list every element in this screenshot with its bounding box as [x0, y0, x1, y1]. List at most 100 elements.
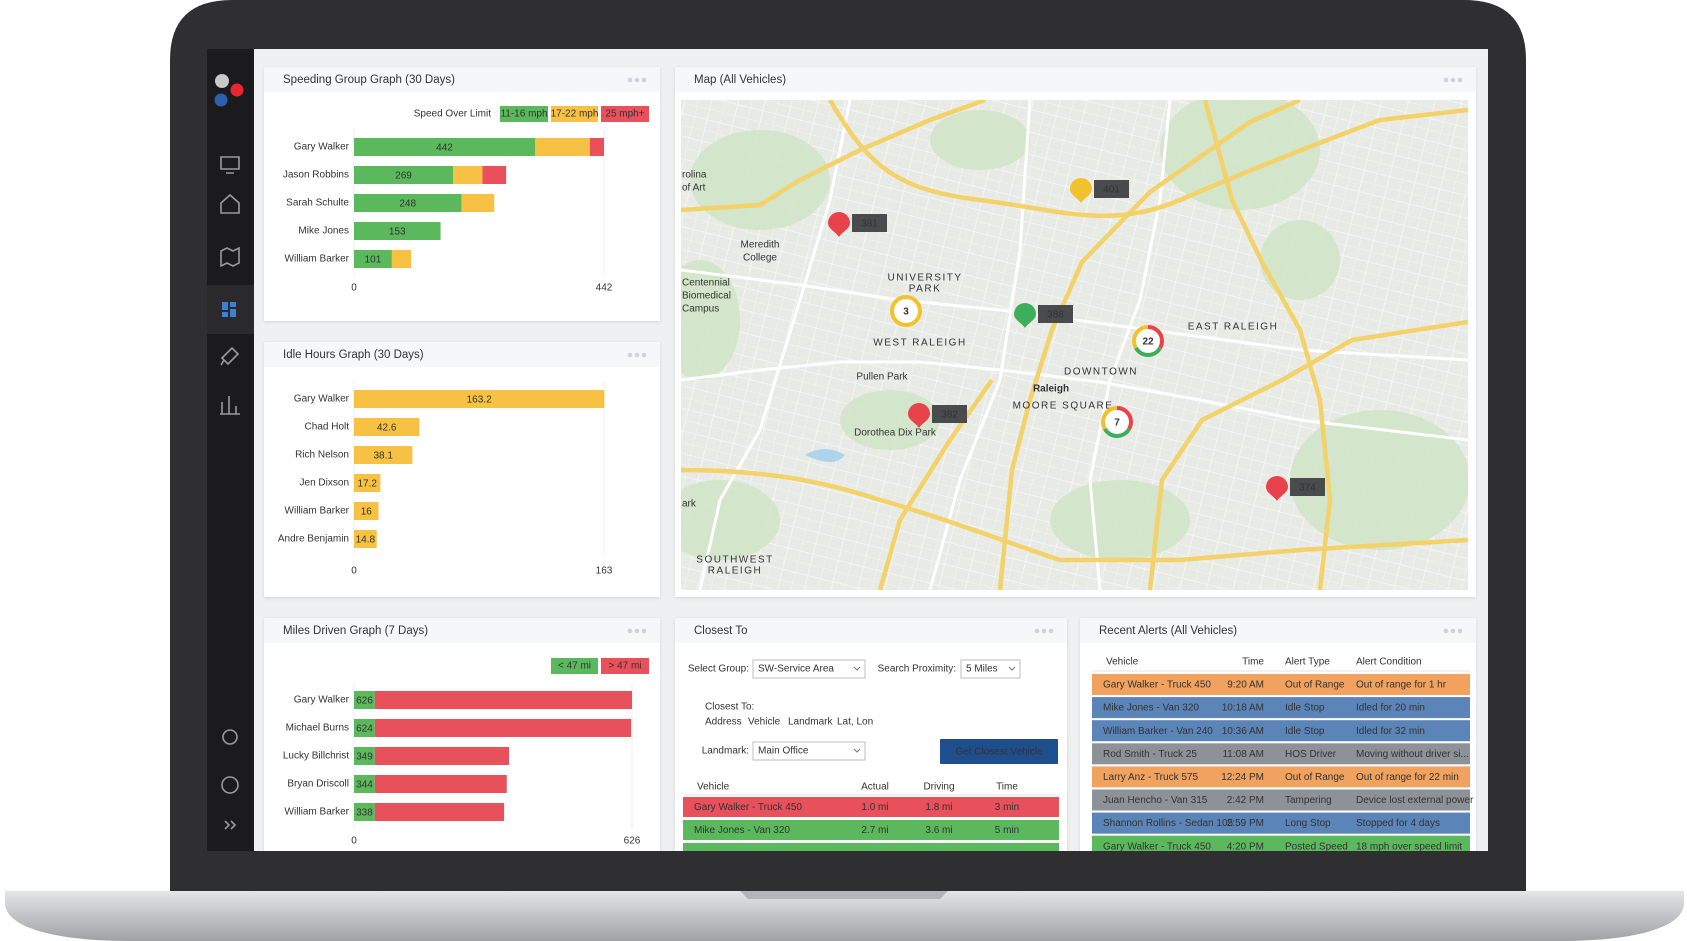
table-cell: 5 min: [995, 825, 1019, 836]
bar-segment: [354, 166, 453, 184]
table-cell: Mike Jones - Van 320: [1103, 703, 1199, 714]
panel-menu-dot[interactable]: [641, 628, 647, 634]
panel-menu-dot[interactable]: [627, 352, 633, 358]
panel-title: Idle Hours Graph (30 Days): [283, 349, 424, 361]
category-label: Sarah Schulte: [286, 198, 349, 209]
panel-menu-dot[interactable]: [1443, 628, 1449, 634]
legend-label: 17-22 mph: [551, 109, 599, 120]
nav-icon-reports[interactable]: [220, 396, 240, 415]
nav-icon-monitor[interactable]: [220, 156, 240, 174]
legend-label: 25 mph+: [605, 109, 644, 120]
map-place-label: DOWNTOWN: [1064, 367, 1138, 378]
panel-menu-dot[interactable]: [627, 77, 633, 83]
select-value: SW-Service Area: [758, 664, 834, 675]
panel-menu-dot[interactable]: [634, 628, 640, 634]
alert-row[interactable]: Larry Anz - Truck 575 12:24 PM Out of Rang…: [1092, 766, 1470, 788]
legend-label: 11-16 mph: [500, 109, 547, 120]
select-frame: [752, 659, 866, 679]
nav-icon-home[interactable]: [220, 193, 240, 214]
panel-menu-dot[interactable]: [1450, 628, 1456, 634]
nav-icon-settings[interactable]: [222, 729, 238, 745]
cluster-bg: [890, 295, 922, 327]
alert-row[interactable]: Rod Smith - Truck 25 11:08 AM HOS Driver Mo…: [1092, 743, 1470, 765]
bar: [354, 390, 605, 408]
map-road: [928, 100, 1032, 590]
panel-menu-dot[interactable]: [1457, 77, 1463, 83]
vehicle-marker[interactable]: 381: [828, 212, 887, 237]
laptop-notch: [740, 891, 948, 899]
panel-menu-dot[interactable]: [1041, 628, 1047, 634]
panel-menu-dot[interactable]: [1457, 628, 1463, 634]
nav-icon-help[interactable]: [221, 776, 239, 794]
panel-menu-dot[interactable]: [1034, 628, 1040, 634]
table-row-bg: [1092, 766, 1470, 788]
map-highway: [1202, 100, 1333, 590]
legend-label: < 47 mi: [558, 661, 591, 672]
table-header: Time: [996, 782, 1018, 793]
table-header: Driving: [923, 782, 954, 793]
radio-option[interactable]: Lat, Lon: [837, 717, 873, 728]
vehicle-cluster[interactable]: 3: [890, 295, 922, 327]
alert-row[interactable]: Juan Hencho - Van 315 2:42 PM Tampering Dev…: [1092, 789, 1474, 811]
select-box[interactable]: Main Office: [752, 741, 866, 761]
vehicle-marker[interactable]: 401: [1070, 178, 1129, 203]
nav-icon-dashboard[interactable]: [222, 302, 236, 317]
dashboard: Speeding Group Graph (30 Days) Idle Hours…: [264, 67, 1476, 857]
map-road: [681, 268, 1468, 362]
panel-menu-dot[interactable]: [1048, 628, 1054, 634]
alert-row[interactable]: Gary Walker - Truck 450 4:20 PM Posted Spe…: [1092, 835, 1470, 857]
nav-icon-expand[interactable]: [224, 820, 237, 830]
alert-row[interactable]: Gary Walker - Truck 450 9:20 AM Out of Ran…: [1092, 674, 1470, 695]
marker-label-bg: [932, 405, 967, 423]
bar: [354, 502, 379, 520]
closest-to-form: Select Group: SW-Service Area Search Proxi…: [683, 659, 1059, 851]
nav-icon-map[interactable]: [220, 246, 240, 268]
legend-label: > 47 mi: [608, 661, 641, 672]
cluster-label: 7: [1114, 418, 1120, 429]
marker-label: 401: [1103, 185, 1120, 196]
alert-row[interactable]: William Barker - Van 240 10:36 AM Idle Sto…: [1092, 720, 1470, 742]
legend-title: Speed Over Limit: [414, 109, 491, 120]
radio-option[interactable]: Landmark: [788, 717, 833, 728]
bar: [354, 530, 377, 548]
panel-title: Speeding Group Graph (30 Days): [283, 74, 455, 86]
vehicle-marker[interactable]: 382: [908, 403, 967, 428]
map-water: [805, 449, 845, 462]
table-cell: William Barker - Van 240: [1103, 726, 1213, 737]
nav-icon-alerts[interactable]: [220, 346, 240, 366]
category-label: Andre Benjamin: [278, 534, 349, 545]
panel-header: [675, 618, 1067, 643]
cluster-bg: [1132, 325, 1164, 357]
cluster-ring: [1101, 406, 1133, 438]
radio-option[interactable]: Address: [705, 717, 742, 728]
panel-menu-dot[interactable]: [1450, 77, 1456, 83]
button[interactable]: Get Closest Vehicle: [940, 739, 1058, 764]
panel-menu-dot[interactable]: [1443, 77, 1449, 83]
map-park: [690, 130, 830, 230]
bar-total-label: 338: [356, 808, 373, 819]
table-cell: Idled for 32 min: [1356, 726, 1425, 737]
table-cell: Juan Hencho - Van 315: [1103, 795, 1208, 806]
panel-menu-dot[interactable]: [641, 352, 647, 358]
vehicle-marker[interactable]: 374: [1266, 476, 1325, 501]
panel-menu-dot[interactable]: [627, 628, 633, 634]
vehicle-cluster[interactable]: 22: [1132, 325, 1164, 357]
vehicle-cluster[interactable]: 7: [1101, 406, 1133, 438]
alert-row[interactable]: Mike Jones - Van 320 10:18 AM Idle Stop Idl…: [1092, 697, 1470, 719]
vehicle-marker[interactable]: 388: [1014, 303, 1073, 328]
table-cell: 18 mph over speed limit: [1356, 841, 1462, 852]
panel-menu-dot[interactable]: [634, 77, 640, 83]
panel-menu-dot[interactable]: [641, 77, 647, 83]
table-cell: Posted Speed: [1285, 841, 1348, 852]
bar-segment: [354, 222, 441, 240]
table-header: Vehicle: [1106, 657, 1139, 668]
table-row-bg: [1092, 789, 1470, 811]
select-box[interactable]: 5 Miles: [960, 659, 1021, 679]
select-box[interactable]: SW-Service Area: [752, 659, 866, 679]
bar-segment: [534, 138, 590, 156]
radio-option[interactable]: Vehicle: [748, 717, 781, 728]
panel-menu-dot[interactable]: [634, 352, 640, 358]
sidebar: [207, 49, 254, 851]
map-park: [1290, 410, 1468, 550]
